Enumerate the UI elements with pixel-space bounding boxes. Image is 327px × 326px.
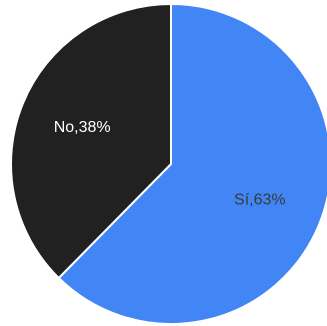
pie-slice-label-0: Sí,63% (234, 192, 286, 209)
pie-slice-0 (57, 3, 327, 325)
pie-slice-label-1: No,38% (54, 119, 111, 136)
pie-slices (10, 3, 327, 325)
pie-labels: Sí,63% No,38% (54, 119, 286, 209)
pie-slice-1 (10, 3, 172, 280)
